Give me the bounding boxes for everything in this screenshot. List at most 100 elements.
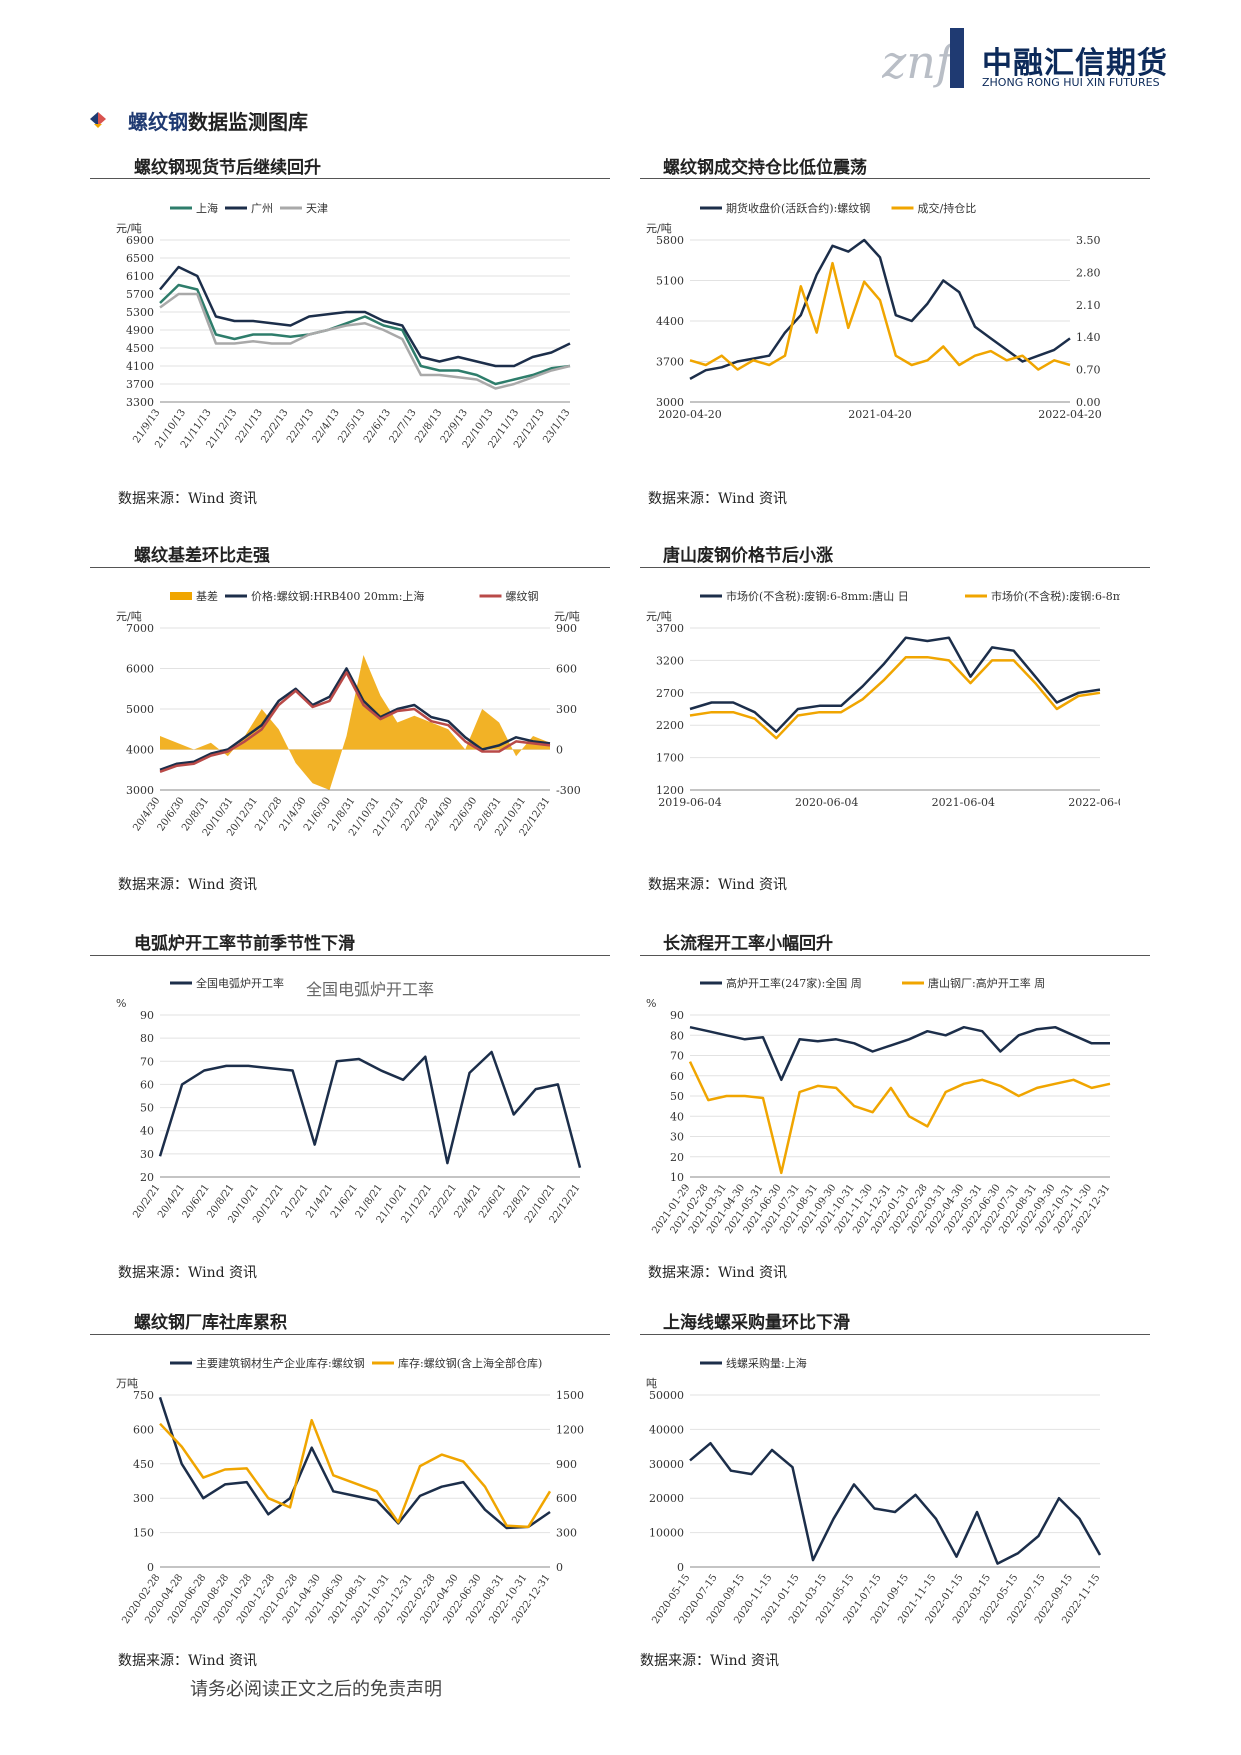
y-tick-label: 1200 <box>656 784 684 797</box>
series-line <box>159 667 551 771</box>
y-tick-label: 5100 <box>656 275 684 288</box>
x-tick-label: 2022-06-04 <box>1068 796 1120 809</box>
y-tick-label: 20 <box>670 1151 684 1164</box>
y-tick-label: 90 <box>670 1009 684 1022</box>
y-tick-label: 30 <box>140 1148 154 1161</box>
x-tick-label: 23/1/13 <box>541 407 572 445</box>
y-tick-label: 4000 <box>126 744 154 757</box>
y2-tick-label: 3.50 <box>1076 234 1101 247</box>
series-line <box>689 655 1101 740</box>
y-tick-label: 80 <box>670 1029 684 1042</box>
y-axis-unit: 元/吨 <box>646 610 672 623</box>
divider <box>640 567 1150 568</box>
panel-title-4: 唐山废钢价格节后小涨 <box>663 546 833 566</box>
y2-axis-unit: 元/吨 <box>554 610 580 623</box>
legend-label: 市场价(不含税):废钢:6-8mm:唐山 日 <box>726 589 909 603</box>
y-axis-unit: % <box>116 997 126 1010</box>
chart-eaf-utilization: 全国电弧炉开工率全国电弧炉开工率%908070605040302020/2/21… <box>116 976 582 1226</box>
y-axis-unit: 万吨 <box>116 1377 138 1390</box>
panel-title-3: 螺纹基差环比走强 <box>134 546 270 566</box>
y-tick-label: 3200 <box>656 654 684 667</box>
legend-label: 成交/持仓比 <box>918 201 977 215</box>
divider <box>90 178 610 179</box>
y-tick-label: 30000 <box>649 1458 684 1471</box>
y-tick-label: 60 <box>670 1070 684 1083</box>
legend-label: 广州 <box>251 202 273 215</box>
series-line <box>159 265 571 368</box>
company-name-en: ZHONG RONG HUI XIN FUTURES <box>982 76 1160 89</box>
source-note: 数据来源：Wind 资讯 <box>118 1653 258 1669</box>
y-tick-label: 600 <box>133 1423 154 1436</box>
logo-mark-text: znf <box>882 35 960 89</box>
y2-tick-label: 600 <box>556 663 577 676</box>
y-tick-label: 90 <box>140 1009 154 1022</box>
company-logo: znf 中融汇信期货 ZHONG RONG HUI XIN FUTURES <box>881 28 1182 98</box>
series-line <box>158 1396 551 1530</box>
y-tick-label: 50 <box>670 1090 684 1103</box>
legend-label: 上海 <box>196 201 218 215</box>
chart-title: 全国电弧炉开工率 <box>306 980 434 999</box>
source-note: 数据来源：Wind 资讯 <box>118 877 258 893</box>
y-tick-label: 6000 <box>126 663 154 676</box>
x-tick-label: 2021-06-04 <box>932 796 995 809</box>
y-tick-label: 3000 <box>126 784 154 797</box>
y2-tick-label: 0 <box>556 1561 563 1574</box>
y-axis-unit: 元/吨 <box>116 610 142 623</box>
series-line <box>689 261 1071 371</box>
y-tick-label: 2700 <box>656 687 684 700</box>
legend-label: 全国电弧炉开工率 <box>196 976 284 990</box>
y-tick-label: 6900 <box>126 234 154 247</box>
y-tick-label: 4500 <box>126 342 154 355</box>
y-tick-label: 2200 <box>656 719 684 732</box>
y2-tick-label: 0 <box>556 744 563 757</box>
y-tick-label: 70 <box>670 1050 684 1063</box>
y-tick-label: 40000 <box>649 1423 684 1436</box>
y-tick-label: 4400 <box>656 315 684 328</box>
legend-label: 高炉开工率(247家):全国 周 <box>726 976 862 990</box>
y-tick-label: 50 <box>140 1102 154 1115</box>
y2-tick-label: 300 <box>556 703 577 716</box>
source-note: 数据来源：Wind 资讯 <box>648 491 788 507</box>
y-axis-unit: % <box>646 997 656 1010</box>
panel-title-6: 长流程开工率小幅回升 <box>663 934 833 954</box>
disclaimer-footer: 请务必阅读正文之后的免责声明 <box>190 1679 442 1700</box>
series-line <box>689 1441 1102 1565</box>
y-tick-label: 40 <box>670 1110 684 1123</box>
y-tick-label: 80 <box>140 1032 154 1045</box>
x-tick-label: 2021-04-20 <box>848 408 911 421</box>
y-tick-label: 3700 <box>656 356 684 369</box>
y-axis-unit: 吨 <box>646 1377 657 1390</box>
legend-label: 基差 <box>196 589 218 603</box>
x-tick-label: 2020-06-04 <box>795 796 858 809</box>
legend-label: 库存:螺纹钢(含上海全部仓库) <box>398 1356 542 1370</box>
y-tick-label: 750 <box>133 1389 154 1402</box>
source-note: 数据来源：Wind 资讯 <box>118 491 258 507</box>
y2-tick-label: -300 <box>556 784 581 797</box>
y-tick-label: 20000 <box>649 1492 684 1505</box>
legend-label: 线螺采购量:上海 <box>726 1356 807 1370</box>
chart-scrap-price: 市场价(不含税):废钢:6-8mm:唐山 日 市场价(不含税):废钢:6-8mm:… <box>646 589 1120 809</box>
series-line <box>689 238 1071 380</box>
y2-tick-label: 300 <box>556 1527 577 1540</box>
panel-title-1: 螺纹钢现货节后继续回升 <box>134 158 321 178</box>
source-note: 数据来源：Wind 资讯 <box>648 1265 788 1281</box>
y-tick-label: 4100 <box>126 360 154 373</box>
panel-title-2: 螺纹钢成交持仓比低位震荡 <box>663 158 867 178</box>
y2-tick-label: 1200 <box>556 1423 584 1436</box>
source-note: 数据来源：Wind 资讯 <box>640 1653 780 1669</box>
source-note: 数据来源：Wind 资讯 <box>648 877 788 893</box>
y-tick-label: 3000 <box>656 396 684 409</box>
source-note: 数据来源：Wind 资讯 <box>118 1265 258 1281</box>
y-tick-label: 6500 <box>126 252 154 265</box>
y-tick-label: 7000 <box>126 622 154 635</box>
legend-label: 期货收盘价(活跃合约):螺纹钢 <box>726 201 870 215</box>
y-tick-label: 1700 <box>656 752 684 765</box>
chart-shanghai-purchases: 线螺采购量:上海吨500004000030000200001000002020-… <box>646 1356 1102 1626</box>
y-tick-label: 0 <box>147 1561 154 1574</box>
y-tick-label: 3300 <box>126 396 154 409</box>
panel-title-5: 电弧炉开工率节前季节性下滑 <box>134 934 355 954</box>
